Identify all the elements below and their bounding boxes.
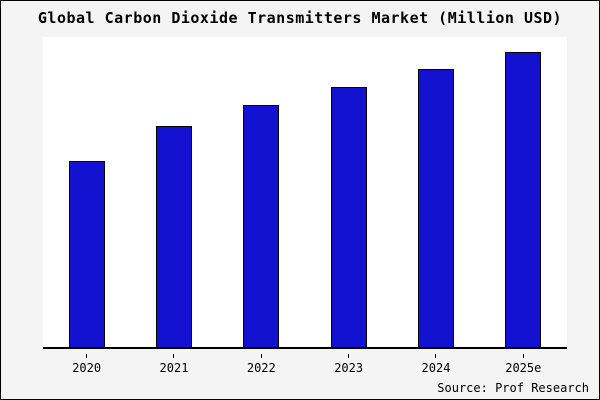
- bar-slot: [416, 37, 456, 347]
- x-axis-label-slot: 2021: [154, 354, 194, 375]
- x-axis-label: 2022: [246, 361, 276, 375]
- x-axis-label-slot: 2024: [416, 354, 456, 375]
- bar-slot: [154, 37, 194, 347]
- bar: [155, 125, 192, 347]
- x-axis-label: 2020: [72, 361, 102, 375]
- x-axis-label-slot: 2023: [329, 354, 369, 375]
- bar: [330, 87, 367, 347]
- bar: [68, 161, 105, 347]
- bar-slot: [241, 37, 281, 347]
- x-axis-labels: 2020 2021 2022 2023 2024 2025e: [43, 354, 567, 375]
- axis-tick: [348, 354, 350, 358]
- x-axis-label: 2024: [421, 361, 451, 375]
- axis-tick: [173, 354, 175, 358]
- bar: [243, 104, 280, 347]
- plot-area: [43, 37, 567, 349]
- axis-tick: [522, 354, 524, 358]
- bar-slot: [67, 37, 107, 347]
- bar-slot: [503, 37, 543, 347]
- x-axis-label-slot: 2022: [241, 354, 281, 375]
- bars: [43, 37, 567, 349]
- bar: [505, 51, 542, 347]
- axis-tick: [435, 354, 437, 358]
- chart-title: Global Carbon Dioxide Transmitters Marke…: [37, 9, 563, 27]
- x-axis-label: 2021: [159, 361, 189, 375]
- x-axis-label-slot: 2020: [67, 354, 107, 375]
- x-axis-label: 2025e: [505, 361, 542, 375]
- bar: [417, 69, 454, 347]
- axis-tick: [260, 354, 262, 358]
- bar-slot: [329, 37, 369, 347]
- axis-tick: [86, 354, 88, 358]
- x-axis-label-slot: 2025e: [503, 354, 543, 375]
- source-text: Source: Prof Research: [437, 381, 589, 395]
- x-axis-label: 2023: [334, 361, 364, 375]
